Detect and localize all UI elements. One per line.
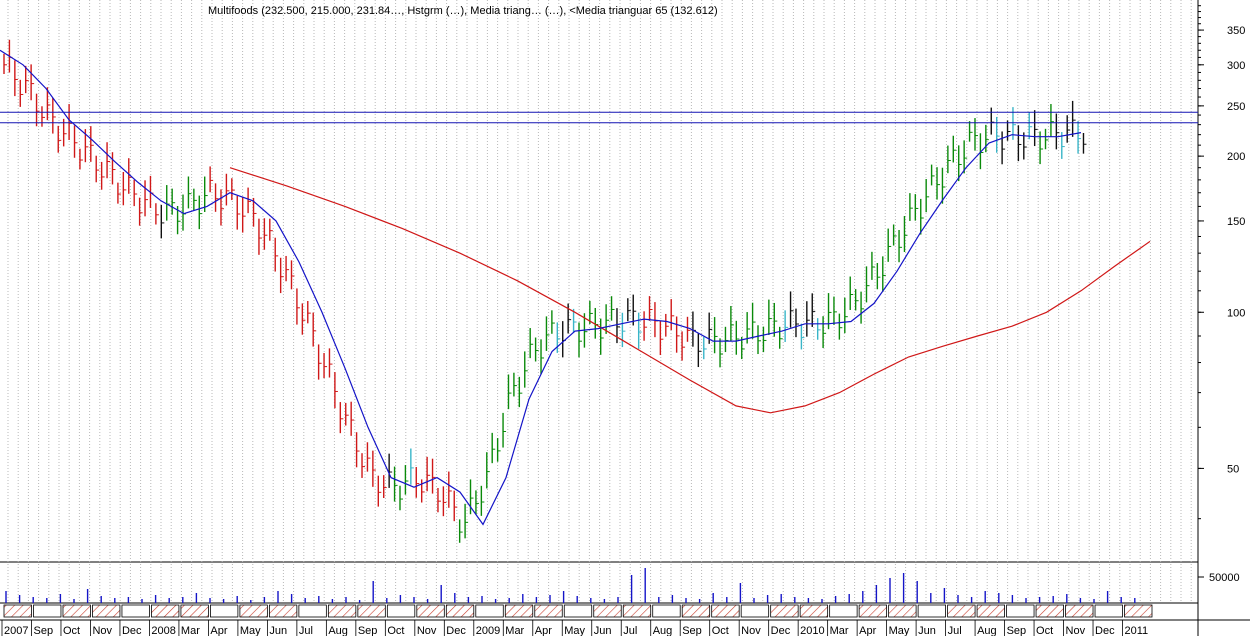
x-tick-label: Oct — [387, 625, 404, 636]
horizontal-lines — [0, 111, 1198, 124]
y-tick-label: 50 — [1227, 463, 1239, 475]
x-tick-label: Apr — [210, 625, 227, 636]
timeline-segment — [1094, 604, 1123, 618]
series-line — [0, 49, 1082, 526]
series-line — [229, 167, 1151, 414]
x-tick-label: Sep — [33, 625, 53, 636]
timeline-segment — [180, 604, 209, 618]
timeline-segment — [3, 604, 32, 618]
x-tick-label: Aug — [328, 625, 348, 636]
x-tick-label: May — [564, 625, 585, 636]
x-tick-label: Jul — [299, 625, 313, 636]
volume-tick-label: 50000 — [1209, 572, 1240, 584]
x-tick-label: Jun — [918, 625, 936, 636]
x-tick-label: Sep — [358, 625, 378, 636]
timeline-segment — [475, 604, 504, 618]
timeline-segment — [858, 604, 888, 618]
series-lines — [0, 49, 1151, 526]
x-tick-label: Oct — [63, 625, 80, 636]
timeline-segment — [563, 604, 593, 618]
x-tick-label: Oct — [712, 625, 729, 636]
y-axis: 50 100 150 200 250 300 350 — [1198, 5, 1245, 520]
timeline-segment — [62, 604, 91, 618]
x-tick-label: Nov — [741, 625, 761, 636]
y-tick-label: 100 — [1227, 307, 1245, 319]
x-tick-label: 2007 — [4, 625, 28, 636]
x-tick-label: Nov — [92, 625, 112, 636]
timeline-segment — [711, 604, 740, 618]
x-tick-label: Sep — [1007, 625, 1027, 636]
timeline-segment — [917, 604, 946, 618]
x-tick-label: Jul — [948, 625, 962, 636]
volume-panel: 50000 — [5, 568, 1240, 603]
timeline-segment — [357, 604, 386, 618]
y-tick-label: 250 — [1227, 101, 1245, 113]
x-tick-label: Dec — [122, 625, 142, 636]
timeline-segment — [770, 604, 799, 618]
x-tick-label: Mar — [505, 625, 524, 636]
x-tick-label: May — [889, 625, 910, 636]
y-tick-label: 300 — [1227, 60, 1245, 72]
x-tick-label: Mar — [830, 625, 849, 636]
y-tick-label: 150 — [1227, 216, 1245, 228]
x-tick-label: 2008 — [151, 625, 175, 636]
price-bars — [3, 39, 1087, 543]
timeline-segment — [740, 604, 770, 618]
timeline-segment — [1065, 604, 1094, 618]
x-tick-label: Aug — [977, 625, 997, 636]
x-tick-label: Jun — [594, 625, 612, 636]
timeline-segment — [681, 604, 711, 618]
timeline-segment — [1124, 604, 1153, 618]
timeline-segment — [239, 604, 268, 618]
y-tick-label: 200 — [1227, 151, 1245, 163]
timeline-segment — [888, 604, 917, 618]
timeline-segment — [534, 604, 563, 618]
timeline-segment — [622, 604, 652, 618]
x-tick-label: Nov — [417, 625, 437, 636]
x-tick-label: Dec — [1095, 625, 1115, 636]
timeline-segment — [416, 604, 445, 618]
timeline-segment — [92, 604, 121, 618]
timeline-segment — [33, 604, 62, 618]
timeline-segment — [829, 604, 858, 618]
timeline-segment — [799, 604, 829, 618]
x-tick-label: Jul — [623, 625, 637, 636]
timeline-segment — [1035, 604, 1064, 618]
x-tick-label: 2010 — [800, 625, 824, 636]
timeline-segment — [652, 604, 681, 618]
timeline-segment — [445, 604, 475, 618]
x-tick-label: Sep — [682, 625, 702, 636]
x-tick-label: Mar — [181, 625, 200, 636]
x-tick-label: 2009 — [476, 625, 500, 636]
x-tick-label: Nov — [1066, 625, 1086, 636]
timeline-segment — [327, 604, 357, 618]
timeline-segment — [504, 604, 534, 618]
x-tick-label: Dec — [771, 625, 791, 636]
x-tick-label: 2011 — [1125, 625, 1149, 636]
chart-title: Multifoods (232.500, 215.000, 231.84…, H… — [208, 5, 718, 17]
timeline-segment — [593, 604, 622, 618]
y-tick-label: 350 — [1227, 25, 1245, 37]
timeline-segment — [976, 604, 1005, 618]
timeline-segment — [947, 604, 976, 618]
timeline-segment — [151, 604, 180, 618]
x-axis: 2007 Sep Oct Nov Dec 2008 Mar Apr May Jun Jul Aug Se… — [1, 620, 1149, 636]
x-tick-label: Oct — [1036, 625, 1053, 636]
x-tick-label: Aug — [653, 625, 673, 636]
x-tick-label: Dec — [446, 625, 466, 636]
x-tick-label: Apr — [859, 625, 876, 636]
timeline-segment — [1006, 604, 1035, 618]
x-tick-label: Jun — [269, 625, 287, 636]
timeline-segment — [298, 604, 327, 618]
x-tick-label: Apr — [535, 625, 552, 636]
timeline-strip — [3, 604, 1153, 618]
timeline-segment — [210, 604, 239, 618]
timeline-segment — [386, 604, 416, 618]
x-tick-label: May — [240, 625, 261, 636]
timeline-segment — [121, 604, 150, 618]
timeline-segment — [268, 604, 298, 618]
